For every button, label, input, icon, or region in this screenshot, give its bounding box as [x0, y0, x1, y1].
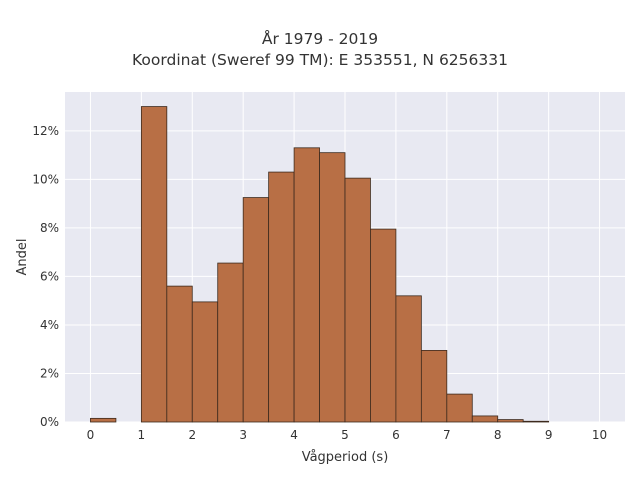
y-tick-label: 4%: [40, 318, 59, 332]
x-tick-label: 0: [87, 428, 95, 442]
histogram-bar: [446, 393, 473, 423]
histogram-bar: [242, 197, 270, 423]
x-tick-label: 10: [592, 428, 607, 442]
x-tick-label: 7: [443, 428, 451, 442]
y-tick-label: 12%: [32, 124, 59, 138]
histogram-bar: [166, 285, 193, 423]
y-axis-ticks: 0% 2% 4% 6% 8% 10% 12%: [32, 124, 59, 429]
histogram-bar: [370, 228, 397, 423]
x-tick-label: 3: [239, 428, 247, 442]
histogram-bar: [420, 350, 448, 423]
histogram-bar: [471, 415, 499, 423]
y-tick-label: 0%: [40, 415, 59, 429]
y-tick-label: 6%: [40, 269, 59, 283]
histogram-bar: [344, 177, 371, 423]
y-tick-label: 2%: [40, 366, 59, 380]
histogram-bar: [497, 419, 524, 423]
x-tick-label: 4: [290, 428, 298, 442]
histogram-bar: [395, 295, 422, 423]
histogram-bar: [268, 171, 295, 423]
x-tick-label: 2: [188, 428, 196, 442]
x-tick-label: 9: [545, 428, 553, 442]
x-tick-label: 8: [494, 428, 502, 442]
histogram-bar: [191, 301, 219, 423]
x-axis-ticks: 0 1 2 3 4 5 6 7 8 9 10: [87, 428, 608, 442]
histogram-bar: [522, 420, 550, 423]
y-tick-label: 10%: [32, 172, 59, 186]
y-axis-label: Andel: [15, 239, 30, 276]
histogram-bar: [293, 147, 320, 423]
x-tick-label: 5: [341, 428, 349, 442]
x-axis-label: Vågperiod (s): [302, 450, 389, 465]
histogram-bar: [140, 106, 168, 423]
bars-group: [90, 106, 550, 423]
chart-title: År 1979 - 2019: [261, 30, 379, 48]
x-tick-label: 1: [138, 428, 146, 442]
histogram-bar: [319, 152, 346, 423]
y-tick-label: 8%: [40, 221, 59, 235]
chart-subtitle: Koordinat (Sweref 99 TM): E 353551, N 62…: [132, 51, 508, 69]
x-tick-label: 6: [392, 428, 400, 442]
histogram-bar: [90, 417, 117, 423]
histogram-bar: [217, 262, 244, 423]
